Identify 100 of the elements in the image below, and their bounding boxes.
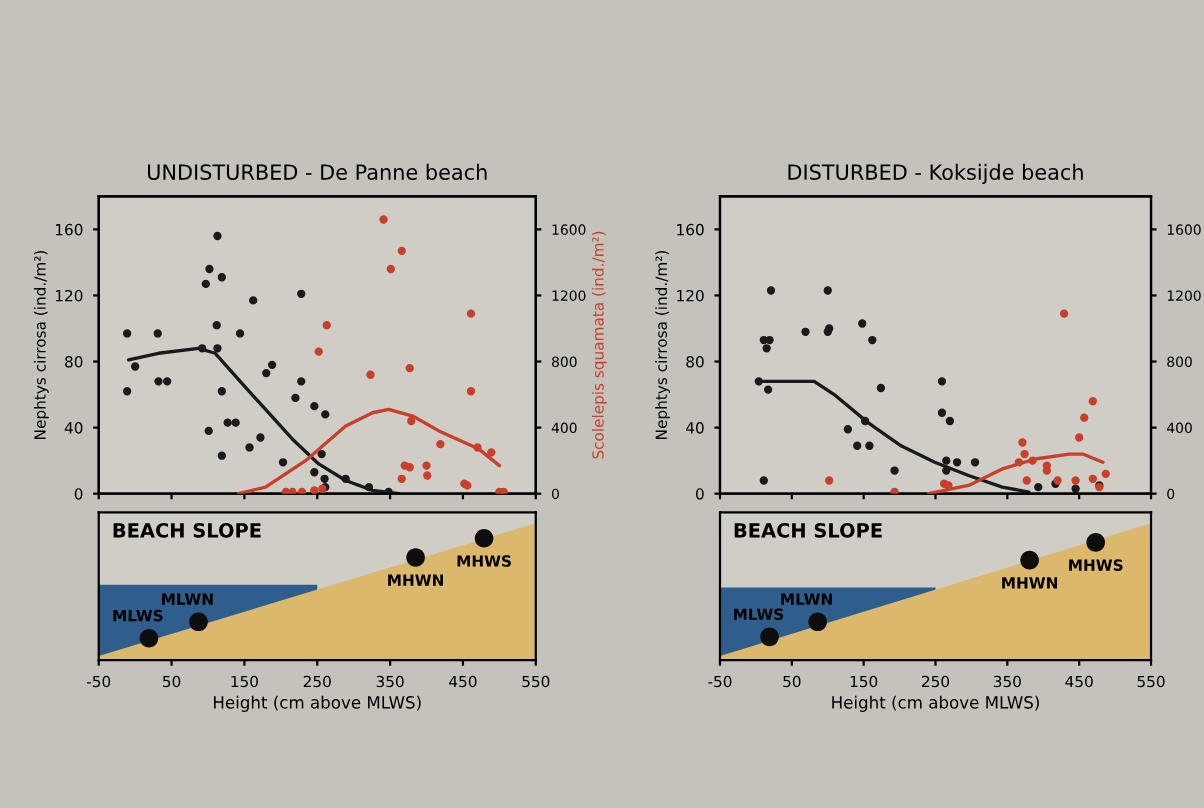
point — [942, 466, 951, 475]
point — [212, 321, 221, 330]
point — [1020, 449, 1029, 459]
line-series — [926, 452, 1105, 494]
annotation: BEACH SLOPE — [113, 522, 261, 538]
point — [189, 612, 208, 632]
point — [248, 296, 258, 305]
point — [278, 458, 288, 467]
point — [217, 273, 226, 282]
point — [122, 329, 132, 338]
point — [223, 418, 232, 427]
point — [890, 487, 899, 494]
point — [1028, 456, 1037, 465]
point — [808, 612, 828, 632]
point — [942, 456, 951, 465]
point — [364, 482, 374, 492]
annotation: BEACH SLOPE — [734, 522, 882, 538]
line-series — [126, 346, 401, 494]
point — [754, 377, 763, 386]
point — [405, 463, 414, 472]
point — [423, 471, 432, 480]
point — [1059, 309, 1069, 318]
point — [970, 458, 980, 467]
point — [762, 344, 771, 353]
point — [860, 416, 870, 426]
point — [314, 347, 323, 356]
point — [310, 468, 319, 477]
point — [1034, 482, 1043, 492]
point — [876, 383, 886, 393]
point — [217, 451, 226, 460]
point — [405, 363, 414, 373]
point — [291, 393, 300, 403]
point — [130, 362, 140, 371]
point — [256, 433, 265, 442]
point — [320, 474, 329, 483]
point — [245, 443, 254, 452]
x-axis-title: Height (cm above MLWS) — [832, 695, 1039, 712]
point — [1018, 438, 1027, 447]
point — [407, 416, 416, 426]
point — [487, 448, 496, 457]
point — [205, 264, 214, 274]
point — [297, 289, 306, 298]
point — [1020, 550, 1039, 570]
point — [310, 401, 319, 411]
point — [204, 426, 213, 436]
point — [952, 458, 962, 467]
point — [1071, 476, 1080, 485]
point — [139, 628, 159, 648]
point — [198, 344, 207, 353]
point — [759, 476, 768, 485]
point — [317, 449, 326, 459]
chart-title: UNDISTURBED - De Panne beach — [147, 163, 487, 180]
point — [397, 246, 406, 256]
point — [1075, 433, 1084, 442]
point — [379, 215, 388, 224]
point — [262, 368, 271, 378]
point — [1086, 533, 1106, 552]
point — [853, 441, 862, 450]
point — [1101, 469, 1110, 479]
point — [801, 327, 810, 336]
point — [1080, 413, 1089, 422]
point — [466, 309, 476, 318]
point — [288, 487, 297, 494]
point — [763, 385, 773, 394]
point — [865, 441, 874, 450]
chart-title: DISTURBED - Koksijde beach — [788, 163, 1083, 185]
point — [422, 461, 431, 470]
line-series — [757, 379, 1031, 494]
point — [122, 387, 132, 396]
point — [823, 286, 832, 295]
point — [944, 481, 953, 490]
point — [466, 387, 476, 396]
point — [1088, 397, 1097, 406]
point — [406, 548, 425, 567]
point — [213, 231, 222, 241]
point — [825, 476, 834, 485]
point — [1088, 474, 1097, 483]
point — [235, 329, 245, 338]
point — [231, 418, 240, 427]
point — [1014, 458, 1024, 467]
point — [297, 377, 306, 386]
point — [843, 425, 853, 434]
point — [310, 486, 319, 494]
x-axis-title: Height (cm above MLWS) — [214, 695, 421, 712]
line-series — [236, 407, 502, 494]
point — [890, 466, 899, 475]
point — [153, 329, 162, 338]
point — [366, 370, 375, 379]
point — [766, 286, 776, 295]
point — [154, 377, 163, 386]
point — [436, 439, 445, 449]
point — [1022, 476, 1031, 485]
point — [397, 474, 406, 483]
point — [267, 360, 277, 370]
point — [945, 416, 955, 426]
point — [473, 443, 482, 452]
point — [474, 528, 494, 548]
point — [868, 335, 877, 345]
point — [213, 344, 222, 353]
point — [760, 627, 779, 647]
